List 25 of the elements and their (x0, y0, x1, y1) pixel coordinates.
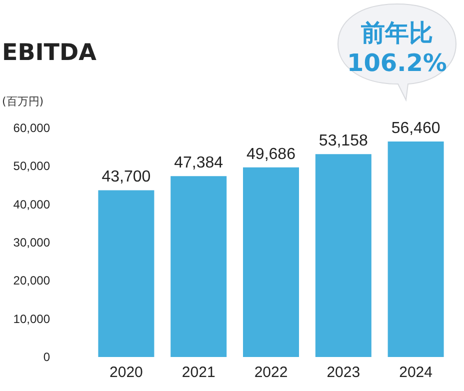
x-tick-label: 2024 (399, 364, 432, 381)
y-tick-label: 30,000 (13, 236, 50, 250)
data-label: 56,460 (391, 120, 440, 138)
y-tick-label: 40,000 (13, 197, 50, 212)
y-axis-title: (百万円) (2, 94, 44, 109)
y-tick-label: 20,000 (13, 274, 50, 288)
bar (98, 190, 154, 357)
text: 前年比 106.2% (346, 18, 448, 78)
x-tick-label: 2023 (326, 364, 360, 381)
x-tick-label: 2021 (182, 364, 216, 381)
bar (243, 167, 299, 357)
bar (170, 176, 227, 357)
chart-title: EBITDA (2, 40, 96, 66)
y-tick-label: 50,000 (13, 159, 50, 174)
data-label: 53,158 (318, 132, 368, 150)
bar (388, 142, 444, 357)
bar (315, 154, 372, 357)
y-tick-label: 10,000 (13, 312, 50, 326)
y-tick-label: 60,000 (13, 121, 50, 135)
x-tick-label: 2022 (254, 364, 288, 381)
x-tick-label: 2020 (110, 364, 143, 381)
y-tick-label: 0 (43, 350, 50, 364)
data-label: 47,384 (174, 154, 224, 172)
data-label: 49,686 (246, 146, 296, 163)
data-label: 43,700 (102, 168, 151, 186)
